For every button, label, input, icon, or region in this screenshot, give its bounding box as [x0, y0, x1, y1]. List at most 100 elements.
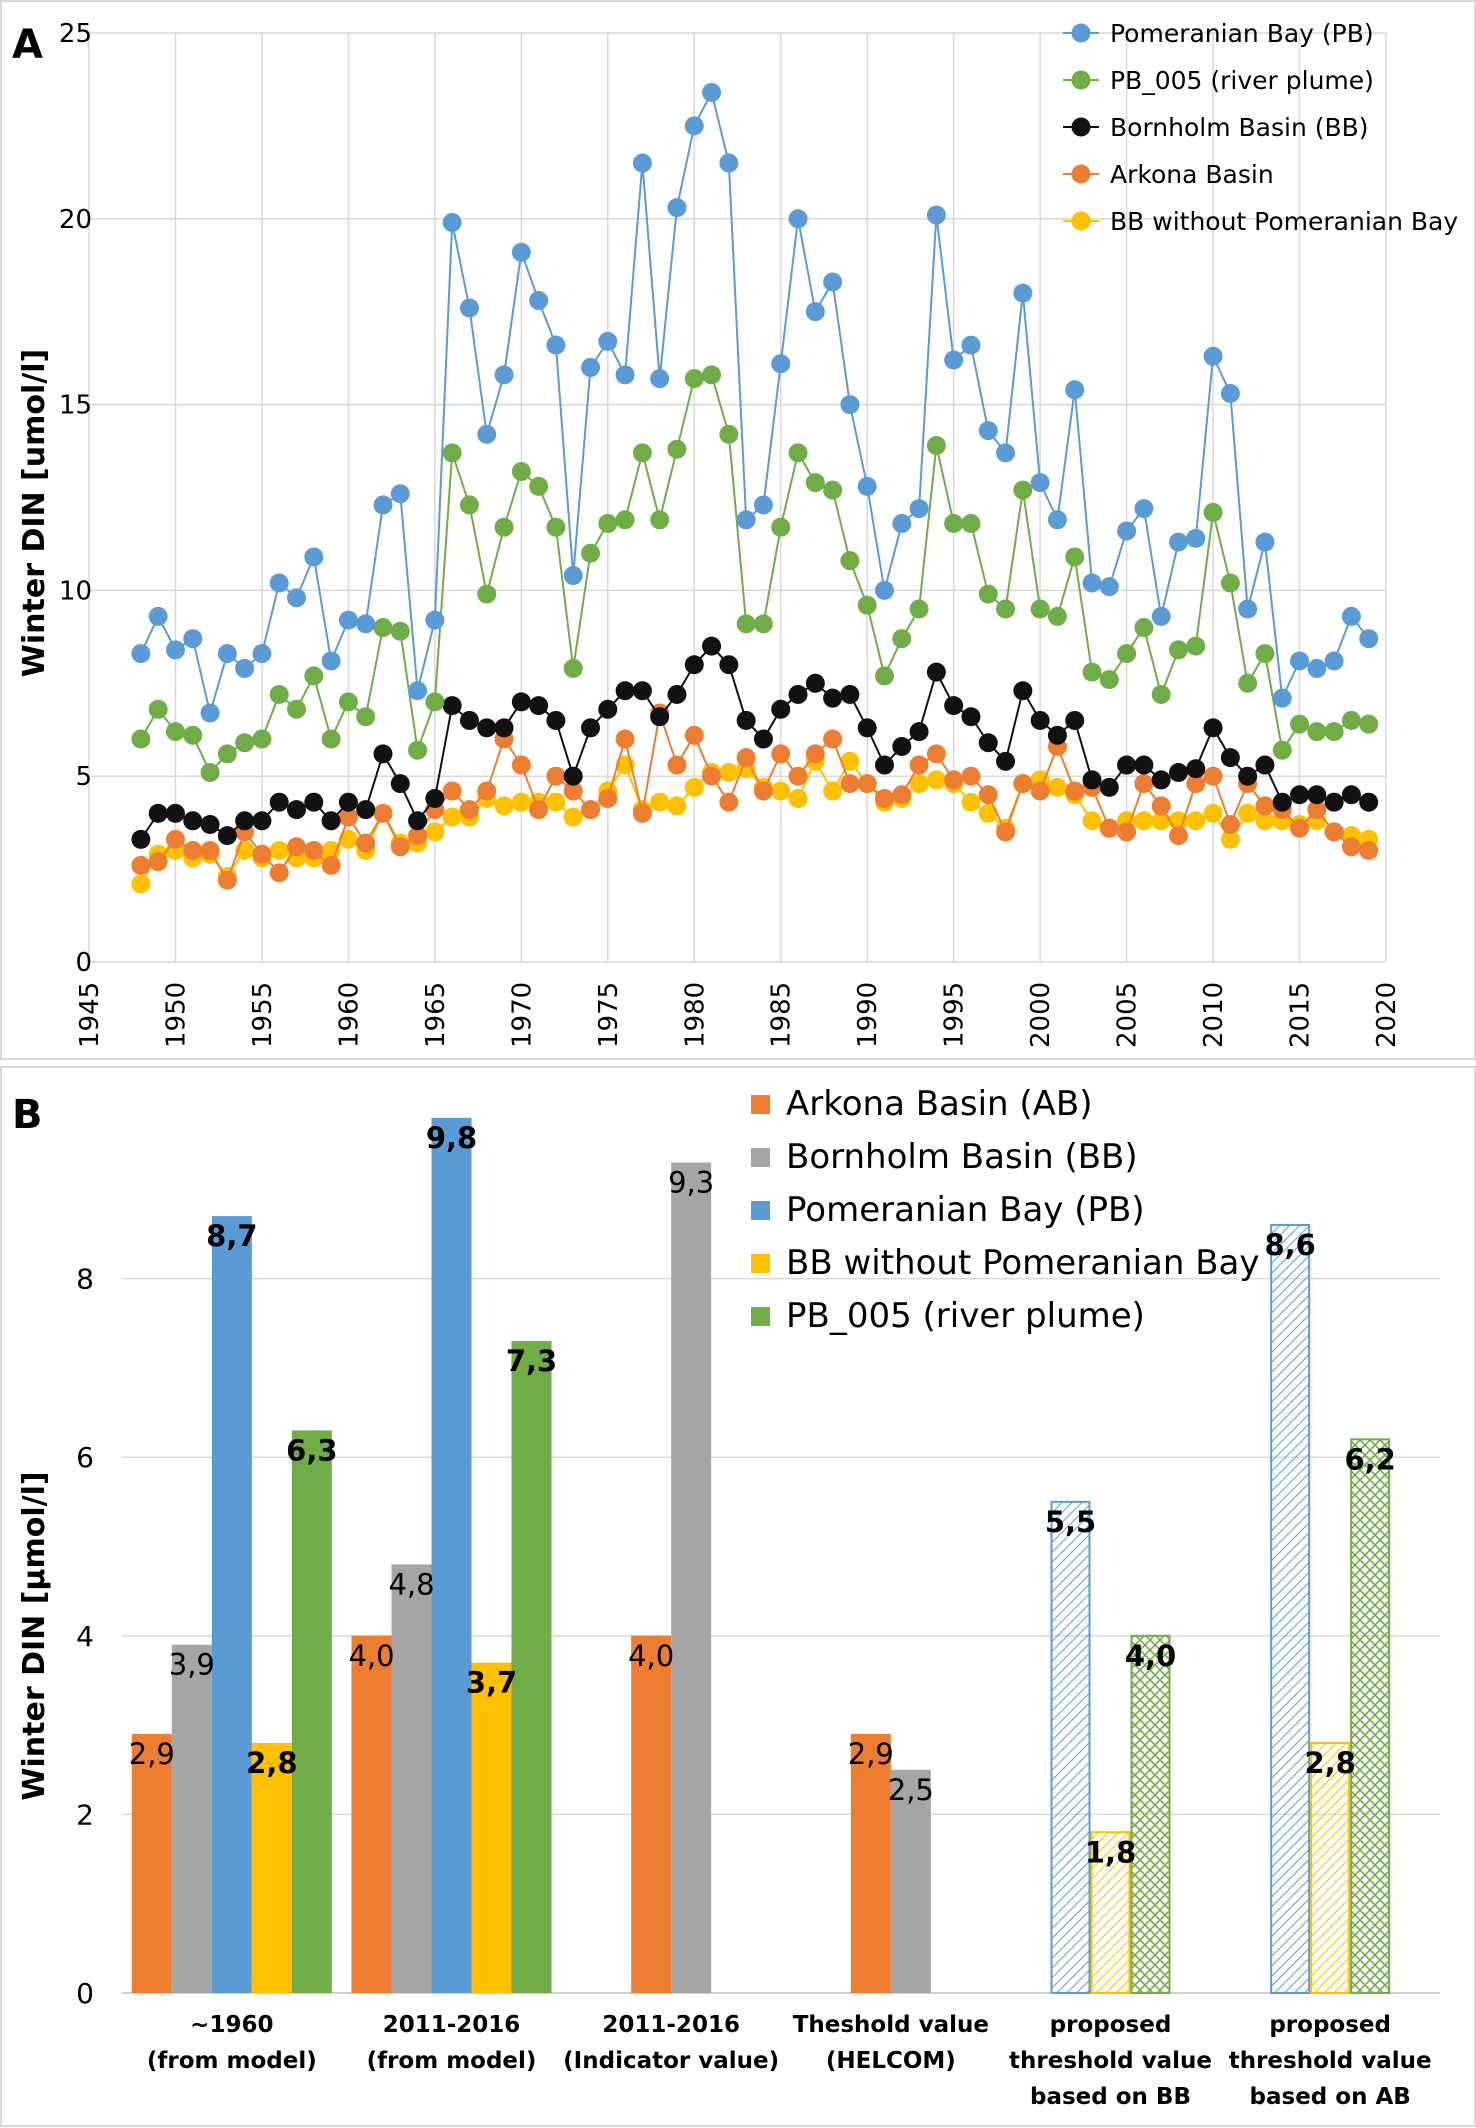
- data-point: [840, 684, 860, 704]
- data-point: [148, 852, 168, 872]
- data-point: [1307, 800, 1327, 820]
- data-point: [1220, 815, 1240, 835]
- data-point: [321, 811, 341, 831]
- data-point: [1307, 658, 1327, 678]
- x-tick-label: 2010: [1199, 982, 1229, 1048]
- legend-marker: [1071, 23, 1091, 43]
- panel-b-bars: [131, 1117, 1391, 1995]
- data-point: [961, 514, 981, 534]
- data-point: [1099, 577, 1119, 597]
- data-point: [1082, 573, 1102, 593]
- data-point: [1238, 803, 1258, 823]
- data-label: 4,0: [628, 1639, 674, 1673]
- data-point: [148, 606, 168, 626]
- data-point: [252, 811, 272, 831]
- data-point: [1238, 673, 1258, 693]
- data-point: [338, 792, 358, 812]
- data-label: 2,8: [246, 1746, 297, 1780]
- bar-pb-005-river-plume: [291, 1430, 332, 1993]
- legend-swatch: [751, 1254, 770, 1273]
- data-point: [390, 621, 410, 641]
- data-point: [840, 551, 860, 571]
- data-point: [1307, 722, 1327, 742]
- data-point: [581, 357, 601, 377]
- data-point: [961, 792, 981, 812]
- data-point: [1203, 502, 1223, 522]
- category-label: based on AB: [1250, 2084, 1411, 2110]
- data-point: [632, 153, 652, 173]
- data-point: [1341, 710, 1361, 730]
- data-point: [183, 725, 203, 745]
- data-point: [788, 443, 808, 463]
- legend-item: PB_005 (river plume): [1063, 66, 1374, 95]
- data-point: [1099, 777, 1119, 797]
- legend-label: Pomeranian Bay (PB): [786, 1190, 1145, 1230]
- data-point: [1099, 670, 1119, 690]
- data-point: [996, 599, 1016, 619]
- data-point: [909, 499, 929, 519]
- data-point: [771, 517, 791, 537]
- category-label: based on BB: [1030, 2084, 1191, 2110]
- panel-a-y-axis-label: Winter DIN [umol/l]: [17, 349, 52, 677]
- y-tick-label: 25: [59, 19, 92, 49]
- data-point: [200, 815, 220, 835]
- data-point: [1047, 777, 1067, 797]
- legend-label: PB_005 (river plume): [1110, 66, 1374, 95]
- data-point: [1359, 714, 1379, 734]
- data-point: [1272, 688, 1292, 708]
- data-label: 4,8: [388, 1567, 434, 1601]
- x-tick-label: 2020: [1372, 982, 1402, 1048]
- data-point: [373, 618, 393, 638]
- data-point: [892, 736, 912, 756]
- data-point: [753, 495, 773, 515]
- data-point: [235, 733, 255, 753]
- x-tick-label: 1950: [161, 982, 191, 1048]
- data-point: [1186, 759, 1206, 779]
- data-point: [373, 495, 393, 515]
- legend-swatch: [751, 1201, 770, 1220]
- data-point: [857, 718, 877, 738]
- data-point: [269, 863, 289, 883]
- data-point: [165, 722, 185, 742]
- category-label: proposed: [1269, 2012, 1391, 2038]
- data-point: [442, 213, 462, 233]
- data-point: [961, 707, 981, 727]
- data-point: [1151, 684, 1171, 704]
- category-label: (Indicator value): [563, 2048, 779, 2074]
- legend-item: Arkona Basin: [1063, 160, 1274, 189]
- legend-label: Arkona Basin: [1110, 160, 1274, 189]
- data-point: [805, 673, 825, 693]
- bar-bb-without-pomeranian-bay: [1090, 1831, 1131, 1995]
- legend-label: Bornholm Basin (BB): [1110, 113, 1369, 142]
- data-point: [926, 770, 946, 790]
- data-label: 4,0: [348, 1639, 394, 1673]
- data-point: [304, 666, 324, 686]
- data-point: [1134, 755, 1154, 775]
- data-point: [857, 595, 877, 615]
- data-point: [650, 707, 670, 727]
- legend-swatch: [751, 1148, 770, 1167]
- data-point: [477, 584, 497, 604]
- data-point: [356, 707, 376, 727]
- y-tick-label: 4: [76, 1620, 94, 1653]
- data-label: 5,5: [1045, 1505, 1096, 1539]
- data-point: [857, 476, 877, 496]
- series-bornholm-basin-bb: [131, 636, 1379, 849]
- data-point: [1151, 770, 1171, 790]
- data-label: 4,0: [1125, 1639, 1176, 1673]
- data-point: [563, 807, 583, 827]
- data-point: [719, 655, 739, 675]
- data-point: [304, 792, 324, 812]
- data-point: [719, 424, 739, 444]
- data-point: [1099, 818, 1119, 838]
- data-point: [1168, 826, 1188, 846]
- data-point: [650, 369, 670, 389]
- legend-label: Bornholm Basin (BB): [786, 1137, 1138, 1177]
- data-point: [667, 755, 687, 775]
- data-point: [235, 658, 255, 678]
- legend-swatch: [751, 1307, 770, 1326]
- legend-label: BB without Pomeranian Bay: [1110, 207, 1458, 236]
- data-point: [1065, 710, 1085, 730]
- legend-item: PB_005 (river plume): [751, 1296, 1145, 1336]
- data-point: [650, 792, 670, 812]
